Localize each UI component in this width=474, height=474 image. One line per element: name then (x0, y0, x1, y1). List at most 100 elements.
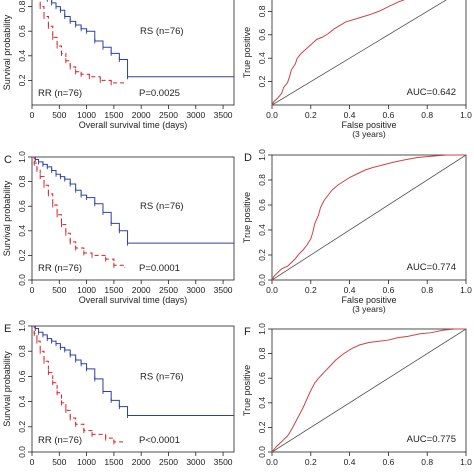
roc-bot-x-tick-label: 0.0 (266, 457, 278, 467)
roc-mid-y-tick-label: 1.0 (257, 149, 267, 161)
roc-mid-auc-label: AUC=0.774 (407, 262, 456, 273)
km-bot-y-tick-label: 0.0 (17, 446, 27, 458)
roc-mid-x-tick-label: 0.4 (344, 285, 356, 295)
roc-top-x-tick-label: 0.2 (305, 110, 317, 120)
km-bot-y-tick-label: 0.6 (17, 370, 27, 382)
roc-bot-y-tick-label: 0.4 (257, 397, 267, 409)
roc-bot-y-axis-label: True positive (242, 365, 252, 416)
roc-bot-x-tick-label: 1.0 (460, 457, 472, 467)
km-mid-y-tick-label: 0.8 (17, 175, 27, 187)
roc-mid-x-axis-sublabel: (3 years) (352, 304, 386, 314)
km-top-series-group (39, 0, 234, 86)
km-top-panel: 0 500 1000 1500 2000 2500 3000 3500 0.2 0.4 0.6 0.8… (2, 0, 235, 130)
km-top-x-tick-label: 500 (52, 110, 66, 120)
km-bot-p-value: P<0.0001 (139, 435, 180, 446)
km-top-plot-frame (31, 0, 235, 106)
km-mid-plot-frame (31, 156, 235, 281)
roc-bot-reference-diagonal (271, 328, 467, 453)
roc-mid-x-tick-label: 0.6 (382, 285, 394, 295)
km-bot-plot-frame (31, 325, 235, 453)
km-bot-x-tick-label: 1500 (104, 457, 123, 467)
km-top-x-tick-label: 3500 (214, 110, 233, 120)
roc-top-x-axis-label: False positive (341, 120, 396, 130)
km-top-rs-label: RS (n=76) (140, 26, 184, 37)
km-mid-x-tick-label: 1000 (77, 285, 96, 295)
km-top-x-tick-label: 1500 (104, 110, 123, 120)
roc-mid-x-axis-label: False positive (341, 295, 396, 305)
km-mid-x-tick-label: 0 (30, 285, 35, 295)
km-mid-x-tick-label: 2000 (132, 285, 151, 295)
roc-mid-x-tick-label: 1.0 (460, 285, 472, 295)
roc-mid-x-tick-label: 0.0 (266, 285, 278, 295)
roc-bot-y-tick-label: 1.0 (257, 323, 267, 335)
roc-mid-y-tick-label: 0.8 (257, 174, 267, 186)
roc-mid-panel: 0.0 0.2 0.4 0.6 0.8 1.0 0.0 0.2 0.4 0.6 0.8 1.0 Fals… (242, 149, 472, 314)
km-mid-y-tick-label: 0.6 (17, 200, 27, 212)
km-bot-x-tick-label: 2000 (132, 457, 151, 467)
km-bot-rr-label: RR (n=76) (38, 435, 82, 446)
km-bot-panel-letter: E (4, 323, 11, 335)
km-top-series-line-0 (51, 0, 234, 78)
roc-mid-y-tick-label: 0.4 (257, 224, 267, 236)
km-bot-y-tick-label: 0.2 (17, 421, 27, 433)
km-mid-series-group (32, 156, 234, 268)
km-top-series-line-1 (39, 0, 126, 85)
roc-mid-x-tick-label: 0.2 (305, 285, 317, 295)
km-mid-series-line-1 (32, 156, 126, 268)
roc-top-auc-label: AUC=0.642 (407, 87, 456, 98)
km-bot-x-tick-label: 1000 (77, 457, 96, 467)
km-bot-rs-label: RS (n=76) (140, 371, 184, 382)
km-mid-rr-label: RR (n=76) (38, 263, 82, 274)
roc-bot-y-tick-label: 0.0 (257, 446, 267, 458)
km-mid-x-axis-label: Overall survival time (days) (79, 295, 188, 305)
km-mid-x-tick-label: 500 (52, 285, 66, 295)
roc-mid-reference-diagonal (271, 154, 467, 281)
km-top-y-tick-label: 0.2 (17, 74, 27, 86)
km-mid-series-line-0 (32, 156, 234, 244)
roc-top-y-axis-label: True positive (242, 27, 252, 78)
roc-bot-x-tick-label: 0.2 (305, 457, 317, 467)
roc-mid-plot-frame (271, 154, 467, 281)
roc-top-series-line-0 (271, 0, 406, 106)
roc-mid-series-line-0 (271, 154, 466, 281)
km-bot-x-tick-label: 500 (52, 457, 66, 467)
roc-bot-panel: 0.0 0.2 0.4 0.6 0.8 1.0 0.0 0.2 0.4 0.6 0.8 1.0 True… (242, 323, 472, 467)
roc-top-x-axis-sublabel: (3 years) (352, 129, 386, 139)
km-bot-series-line-1 (32, 325, 126, 444)
roc-top-plot-frame (271, 0, 467, 106)
km-mid-panel-letter: C (4, 154, 12, 166)
km-mid-y-tick-label: 0.2 (17, 249, 27, 261)
km-top-y-tick-label: 0.4 (17, 50, 27, 62)
km-mid-y-tick-label: 0.0 (17, 274, 27, 286)
km-bot-panel: 0 500 1000 1500 2000 2500 3000 3500 0.0 0.2 0.4 0.6… (2, 320, 235, 467)
roc-top-series-group (271, 0, 406, 106)
km-top-y-axis-label: Survival probability (2, 14, 12, 90)
km-bot-x-tick-label: 0 (30, 457, 35, 467)
km-mid-y-tick-label: 1.0 (17, 151, 27, 163)
km-bot-x-tick-label: 3000 (186, 457, 205, 467)
km-top-y-tick-label: 0.6 (17, 25, 27, 37)
roc-bot-y-tick-label: 0.6 (257, 372, 267, 384)
roc-bot-y-tick-label: 0.2 (257, 421, 267, 433)
roc-top-x-tick-label: 0.0 (266, 110, 278, 120)
km-top-x-tick-label: 2500 (159, 110, 178, 120)
roc-bot-x-tick-label: 0.4 (344, 457, 356, 467)
km-bot-y-tick-label: 1.0 (17, 320, 27, 332)
km-top-x-tick-label: 1000 (77, 110, 96, 120)
km-mid-x-tick-label: 2500 (159, 285, 178, 295)
km-bot-series-line-0 (32, 325, 234, 416)
roc-bot-y-tick-label: 0.8 (257, 347, 267, 359)
roc-mid-panel-letter: D (244, 152, 252, 164)
km-top-rr-label: RR (n=76) (38, 88, 82, 99)
km-mid-panel: 0 500 1000 1500 2000 2500 3000 3500 0.0 0.2 0.4 0.6… (2, 151, 235, 305)
km-bot-y-axis-label: Survival probability (2, 351, 12, 427)
roc-top-reference-diagonal (271, 0, 447, 106)
km-mid-x-tick-label: 1500 (104, 285, 123, 295)
roc-mid-y-tick-label: 0.6 (257, 199, 267, 211)
roc-top-x-tick-label: 1.0 (460, 110, 472, 120)
km-bot-y-tick-label: 0.8 (17, 345, 27, 357)
km-top-x-tick-label: 0 (30, 110, 35, 120)
roc-top-y-tick-label: 0.6 (257, 29, 267, 41)
km-top-x-axis-label: Overall survival time (days) (79, 120, 188, 130)
